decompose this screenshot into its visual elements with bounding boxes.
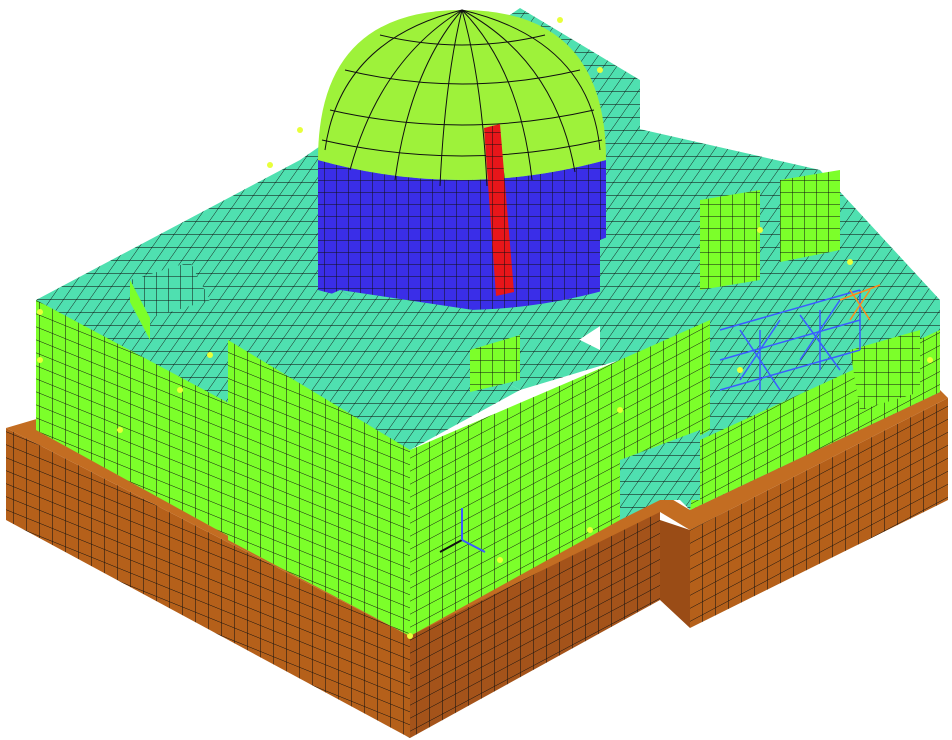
mid-right-blocks [600, 190, 760, 470]
dome-meridians [321, 9, 603, 187]
truss-orange-members [839, 284, 881, 321]
triad-y-axis [461, 539, 486, 553]
left-upper-block-wall [130, 280, 150, 340]
soil-right-step-face [660, 520, 690, 628]
containment-dome [318, 9, 606, 310]
lower-right-wall [620, 430, 700, 520]
front-annex-block [228, 290, 620, 636]
truss-blue-members [719, 289, 861, 391]
triad-x-axis [439, 539, 463, 553]
steel-truss-frame [719, 284, 881, 391]
coordinate-triad [439, 508, 486, 553]
dome-cap [318, 10, 606, 180]
constraint-marks [37, 17, 933, 639]
soil-foundation-slab [6, 390, 948, 738]
